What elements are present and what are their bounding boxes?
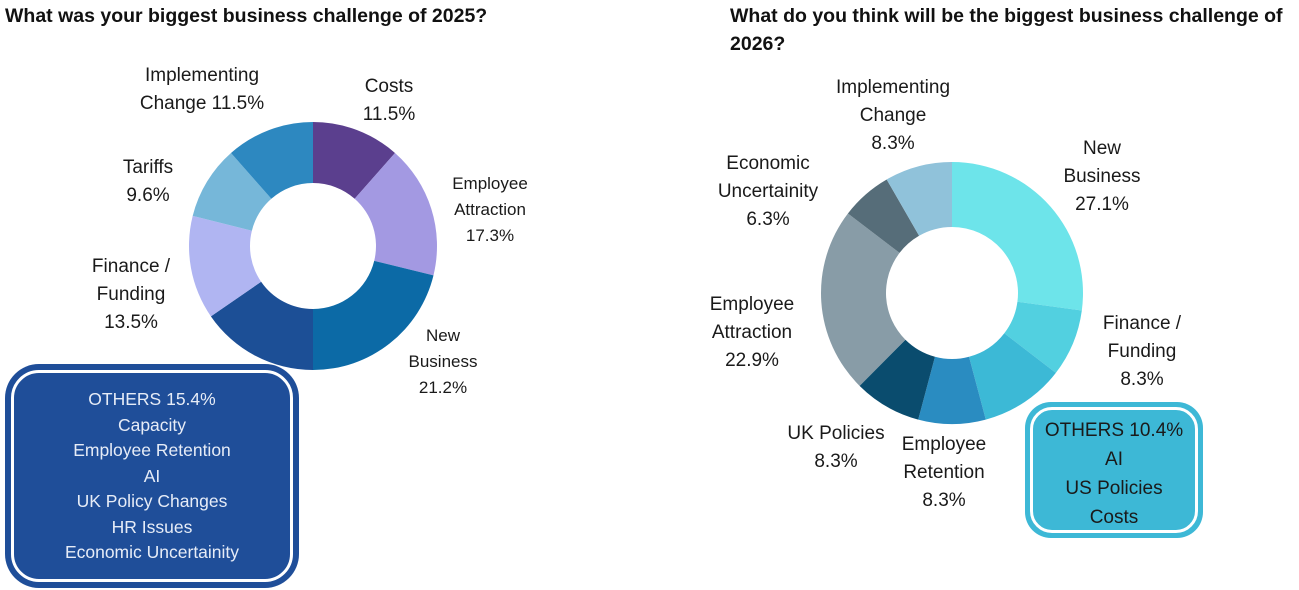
slice-label-employee-retention-2026: Employee Retention 8.3% — [901, 434, 987, 511]
slice-employee-attraction-2 — [821, 213, 906, 386]
others-line: HR Issues — [111, 516, 193, 537]
slice-label-costs: Costs 11.5% — [362, 76, 416, 125]
slice-employee-attraction-1 — [354, 152, 437, 276]
slice-employee-retention-2 — [918, 356, 986, 424]
slice-new-business-2 — [952, 162, 1083, 311]
slice-label-uk-policies-2026: UK Policies 8.3% — [787, 423, 885, 472]
others-line: OTHERS 15.4% — [88, 389, 216, 409]
slice-finance-funding-1 — [189, 215, 262, 317]
slice-label-implementing-change: Implementing Change 11.5% — [139, 65, 265, 114]
slice-label-finance-funding-2026: Finance / Funding 8.3% — [1102, 313, 1182, 390]
slice-label-new-business-2026: New Business 27.1% — [1063, 138, 1141, 215]
slice-economic-uncertainity-2 — [847, 179, 920, 253]
slice-costs-1 — [313, 122, 396, 199]
slice-label-new-business: New Business 21.2% — [408, 326, 478, 397]
others-line: Capacity — [117, 414, 187, 435]
slice-implementing-change-1 — [230, 122, 313, 199]
slice-others-1 — [210, 281, 313, 370]
slice-finance-funding-2 — [1004, 301, 1082, 373]
others-box-2025: OTHERS 15.4% Capacity Employee Retention AI… — [5, 364, 299, 588]
chart-2-title: What do you think will be the biggest bu… — [730, 5, 1283, 55]
slice-label-tariffs: Tariffs 9.6% — [122, 157, 174, 206]
slice-new-business-1 — [313, 260, 434, 370]
others-line: Employee Retention — [73, 440, 231, 460]
slice-others-2 — [969, 333, 1056, 420]
others-line: Economic Uncertainity — [64, 542, 240, 562]
others-line: AI — [1105, 449, 1123, 470]
slice-label-employee-attraction: Employee Attraction 17.3% — [452, 174, 528, 245]
others-line: US Policies — [1065, 478, 1163, 499]
slice-label-economic-uncertainity-2026: Economic Uncertainity 6.3% — [717, 153, 819, 230]
others-line: Costs — [1089, 507, 1139, 528]
slice-implementing-change-2 — [886, 162, 952, 236]
slice-label-implementing-change-2026: Implementing Change 8.3% — [835, 77, 951, 154]
others-line: OTHERS 10.4% — [1044, 420, 1184, 441]
others-line: UK Policy Changes — [76, 491, 228, 511]
slice-label-employee-attraction-2026: Employee Attraction 22.9% — [709, 294, 795, 371]
slice-label-finance-funding: Finance / Funding 13.5% — [91, 256, 171, 333]
slice-tariffs-1 — [192, 152, 272, 231]
chart-1-title: What was your biggest business challenge… — [5, 5, 488, 27]
others-line: AI — [143, 465, 161, 486]
others-box-2026: OTHERS 10.4% AI US Policies Costs — [1025, 402, 1203, 538]
slice-uk-policies-2 — [859, 339, 935, 420]
